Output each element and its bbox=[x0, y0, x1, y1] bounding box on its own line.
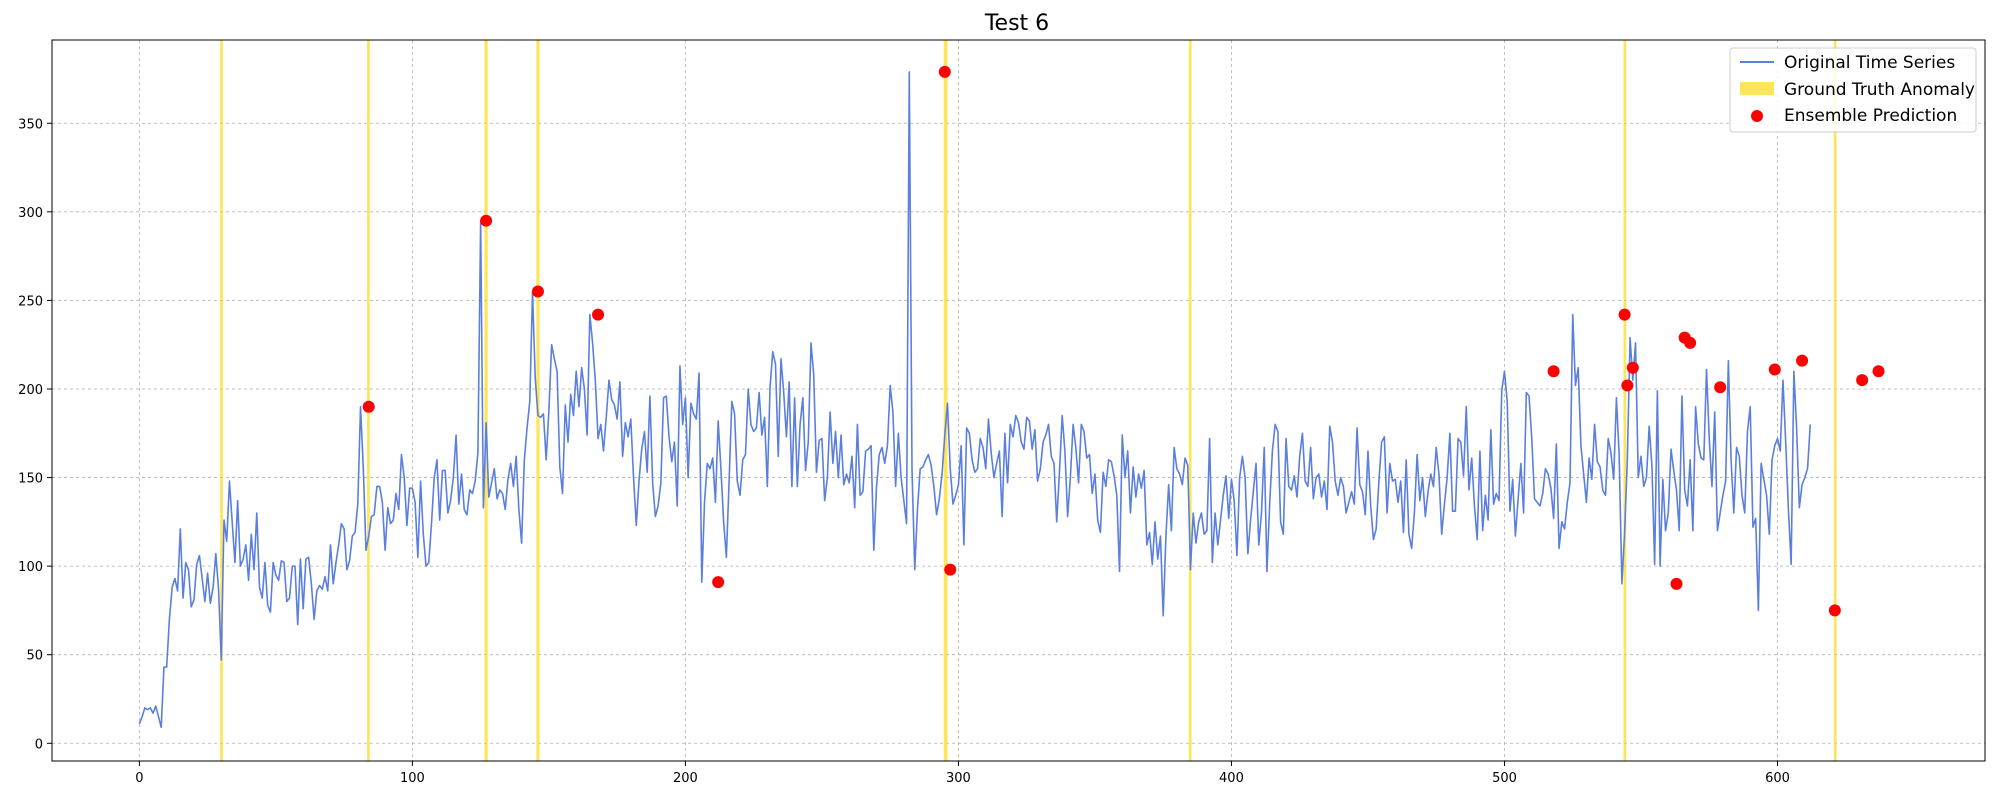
x-tick-label: 600 bbox=[1765, 771, 1790, 786]
anomaly-band bbox=[220, 40, 223, 761]
chart-title: Test 6 bbox=[984, 11, 1049, 36]
prediction-point bbox=[480, 214, 493, 227]
anomaly-bands bbox=[220, 40, 1837, 761]
legend-label-series: Original Time Series bbox=[1784, 53, 1955, 73]
legend-band-swatch bbox=[1740, 82, 1774, 95]
prediction-point bbox=[1621, 379, 1634, 392]
legend-label-prediction: Ensemble Prediction bbox=[1784, 106, 1957, 126]
prediction-point bbox=[1670, 577, 1683, 590]
grid bbox=[52, 40, 1985, 761]
prediction-point bbox=[362, 400, 375, 413]
x-tick-label: 500 bbox=[1492, 771, 1517, 786]
x-tick-label: 200 bbox=[673, 771, 698, 786]
series-layer bbox=[138, 71, 1812, 729]
y-tick-label: 200 bbox=[18, 383, 43, 398]
axis-ticks: 0 100 200 300 400 500 600 0 50 100 150 200 250 300 350 bbox=[18, 117, 1790, 786]
anomaly-band bbox=[1833, 40, 1837, 761]
legend-box bbox=[1729, 47, 1977, 133]
prediction-point bbox=[1796, 354, 1809, 367]
y-tick-label: 0 bbox=[35, 737, 43, 752]
y-tick-label: 300 bbox=[18, 206, 43, 221]
x-tick-label: 0 bbox=[135, 771, 143, 786]
prediction-point bbox=[1626, 361, 1639, 374]
y-tick-label: 150 bbox=[18, 472, 43, 487]
prediction-point bbox=[938, 65, 951, 78]
legend-label-anomaly: Ground Truth Anomaly bbox=[1784, 80, 1975, 100]
prediction-point bbox=[1828, 604, 1841, 617]
legend-dot-swatch bbox=[1751, 110, 1763, 122]
anomaly-band bbox=[943, 40, 948, 761]
prediction-point bbox=[1684, 336, 1697, 349]
x-tick-label: 300 bbox=[946, 771, 971, 786]
anomaly-band bbox=[367, 40, 370, 761]
x-tick-label: 400 bbox=[1219, 771, 1244, 786]
prediction-point bbox=[1856, 374, 1869, 387]
prediction-point bbox=[1872, 365, 1885, 378]
legend: Original Time Series Ground Truth Anomal… bbox=[1729, 47, 1977, 133]
prediction-point bbox=[712, 576, 725, 589]
y-tick-label: 350 bbox=[18, 117, 43, 132]
prediction-points bbox=[362, 65, 1885, 617]
anomaly-band bbox=[1188, 40, 1192, 761]
prediction-point bbox=[1714, 381, 1727, 394]
series-line bbox=[138, 71, 1812, 729]
anomaly-band bbox=[484, 40, 488, 761]
y-tick-label: 100 bbox=[18, 560, 43, 575]
prediction-point bbox=[1547, 365, 1560, 378]
y-tick-label: 250 bbox=[18, 294, 43, 309]
prediction-point bbox=[592, 308, 605, 321]
plot-frame bbox=[51, 39, 1986, 762]
y-tick-label: 50 bbox=[26, 649, 43, 664]
prediction-point bbox=[531, 285, 544, 298]
x-tick-label: 100 bbox=[400, 771, 425, 786]
prediction-point bbox=[1768, 363, 1781, 376]
anomaly-band bbox=[536, 40, 540, 761]
prediction-point bbox=[1618, 308, 1631, 321]
anomaly-band bbox=[1623, 40, 1627, 761]
prediction-point bbox=[944, 563, 957, 576]
